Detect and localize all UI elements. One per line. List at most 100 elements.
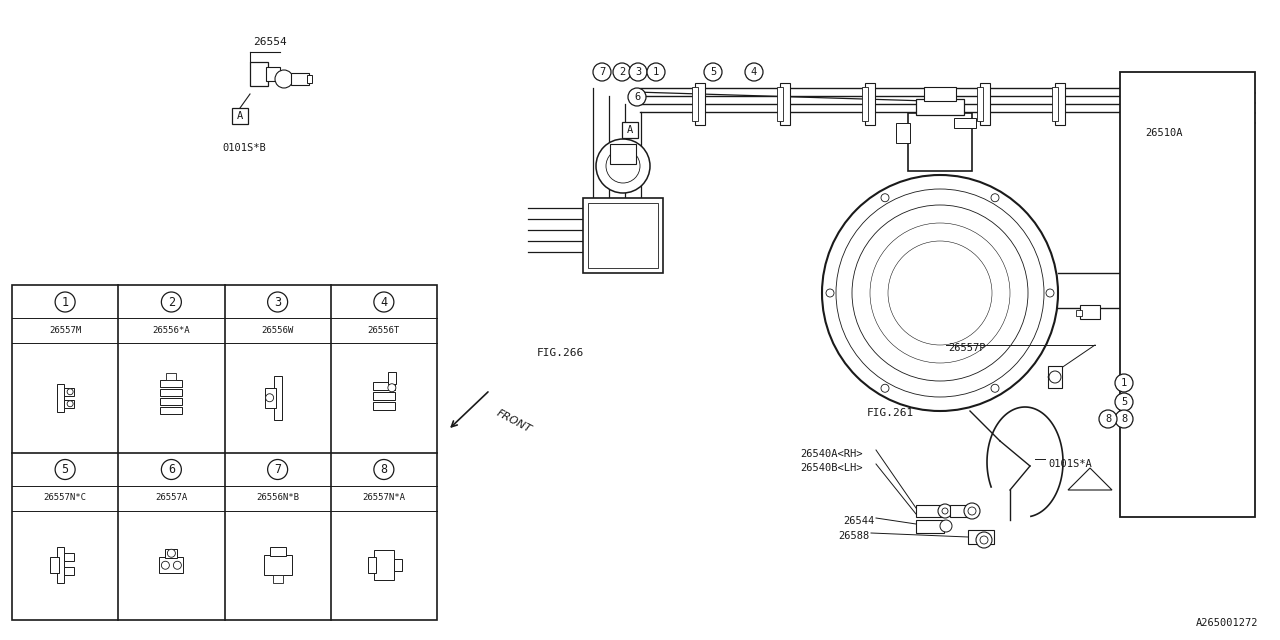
Text: 3: 3 [274,296,282,308]
Circle shape [605,149,640,183]
Bar [58,547,64,583]
Circle shape [991,194,998,202]
Circle shape [977,532,992,548]
Bar [266,67,280,81]
Circle shape [268,292,288,312]
Circle shape [852,205,1028,381]
Text: 26556*A: 26556*A [152,326,191,335]
Text: 26556N*B: 26556N*B [256,493,300,502]
Circle shape [168,549,175,557]
Circle shape [374,460,394,479]
Text: FIG.261: FIG.261 [867,408,914,418]
Circle shape [388,384,396,392]
Bar [1080,305,1100,319]
Bar [160,380,182,387]
Circle shape [55,460,76,479]
Text: FRONT: FRONT [495,408,534,435]
Bar [367,557,376,573]
Bar [160,397,182,404]
Bar [908,113,972,171]
Circle shape [1115,374,1133,392]
Circle shape [940,520,952,532]
Text: 8: 8 [1105,414,1111,424]
Circle shape [268,460,288,479]
Bar [250,62,268,86]
Bar [980,83,989,125]
Circle shape [266,394,274,402]
Circle shape [67,388,73,395]
Text: 8: 8 [380,463,388,476]
Text: 26557N*A: 26557N*A [362,493,406,502]
Circle shape [704,63,722,81]
Text: 2: 2 [618,67,625,77]
Text: 7: 7 [274,463,282,476]
Circle shape [1046,289,1053,297]
Text: 6: 6 [168,463,175,476]
Bar [372,392,394,400]
Text: 2: 2 [168,296,175,308]
Circle shape [1115,410,1133,428]
Circle shape [980,536,988,544]
Bar [861,87,868,121]
Circle shape [942,508,948,514]
Text: 26556T: 26556T [367,326,401,335]
Text: 26588: 26588 [838,531,869,541]
Bar [924,87,956,101]
Bar [1052,87,1059,121]
Bar [950,505,970,517]
Text: 0101S*B: 0101S*B [223,143,266,153]
Bar [865,83,876,125]
Text: 26557N*C: 26557N*C [44,493,87,502]
Bar [954,118,977,128]
Circle shape [836,189,1044,397]
Bar [264,556,292,575]
Circle shape [593,63,611,81]
Bar [165,549,178,558]
Circle shape [991,384,998,392]
Bar [394,559,402,572]
Bar [160,388,182,396]
Text: 8: 8 [1121,414,1128,424]
Bar [692,87,698,121]
Bar [372,381,394,390]
Bar [622,122,637,138]
Circle shape [374,292,394,312]
Text: 5: 5 [61,463,69,476]
Text: 26544: 26544 [844,516,874,526]
Bar [896,123,910,143]
Bar [968,530,995,544]
Bar [50,557,59,573]
Bar [273,575,283,583]
Bar [374,550,394,580]
Circle shape [55,292,76,312]
Bar [274,376,282,420]
Circle shape [161,460,182,479]
Text: 26540B<LH>: 26540B<LH> [800,463,863,473]
Polygon shape [1068,468,1112,490]
Text: 1: 1 [1121,378,1128,388]
Circle shape [596,139,650,193]
Bar [1055,83,1065,125]
Bar [916,505,942,517]
Text: 0101S*A: 0101S*A [1048,459,1092,469]
Bar [916,99,964,115]
Circle shape [173,561,182,569]
Text: 26556W: 26556W [261,326,293,335]
Circle shape [1100,410,1117,428]
Bar [1120,72,1254,517]
Circle shape [1050,371,1061,383]
Bar [64,567,74,575]
Text: 6: 6 [634,92,640,102]
Text: 26557P: 26557P [948,343,986,353]
Circle shape [613,63,631,81]
Bar [64,400,74,408]
Text: 4: 4 [380,296,388,308]
Bar [388,372,396,384]
Text: 5: 5 [710,67,716,77]
Circle shape [826,289,835,297]
Circle shape [628,63,646,81]
Bar [160,407,182,413]
Bar [1048,366,1062,388]
Bar [160,557,183,573]
Text: 26557M: 26557M [49,326,81,335]
